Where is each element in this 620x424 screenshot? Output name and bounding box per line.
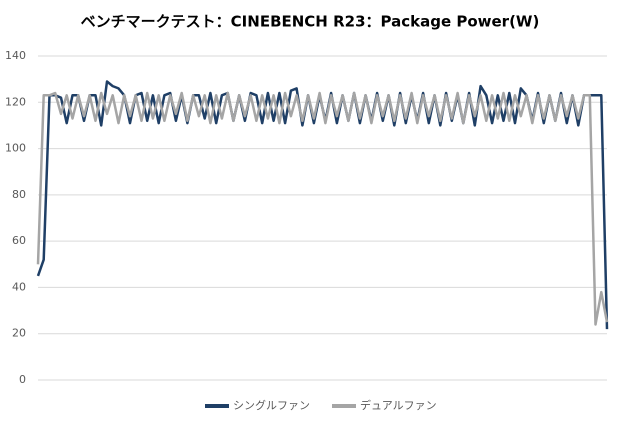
legend-label: デュアルファン — [360, 398, 437, 412]
y-tick-label: 80 — [12, 188, 26, 201]
y-tick-label: 60 — [12, 234, 26, 247]
chart-title: ベンチマークテスト：CINEBENCH R23：Package Power(W) — [81, 13, 540, 31]
y-tick-label: 140 — [5, 49, 26, 62]
y-tick-label: 0 — [19, 373, 26, 386]
y-tick-label: 20 — [12, 327, 26, 340]
y-tick-label: 100 — [5, 142, 26, 155]
series-line — [36, 80, 609, 330]
y-tick-label: 120 — [5, 95, 26, 108]
series-line — [36, 91, 609, 326]
y-tick-label: 40 — [12, 280, 26, 293]
legend-label: シングルファン — [233, 398, 310, 412]
